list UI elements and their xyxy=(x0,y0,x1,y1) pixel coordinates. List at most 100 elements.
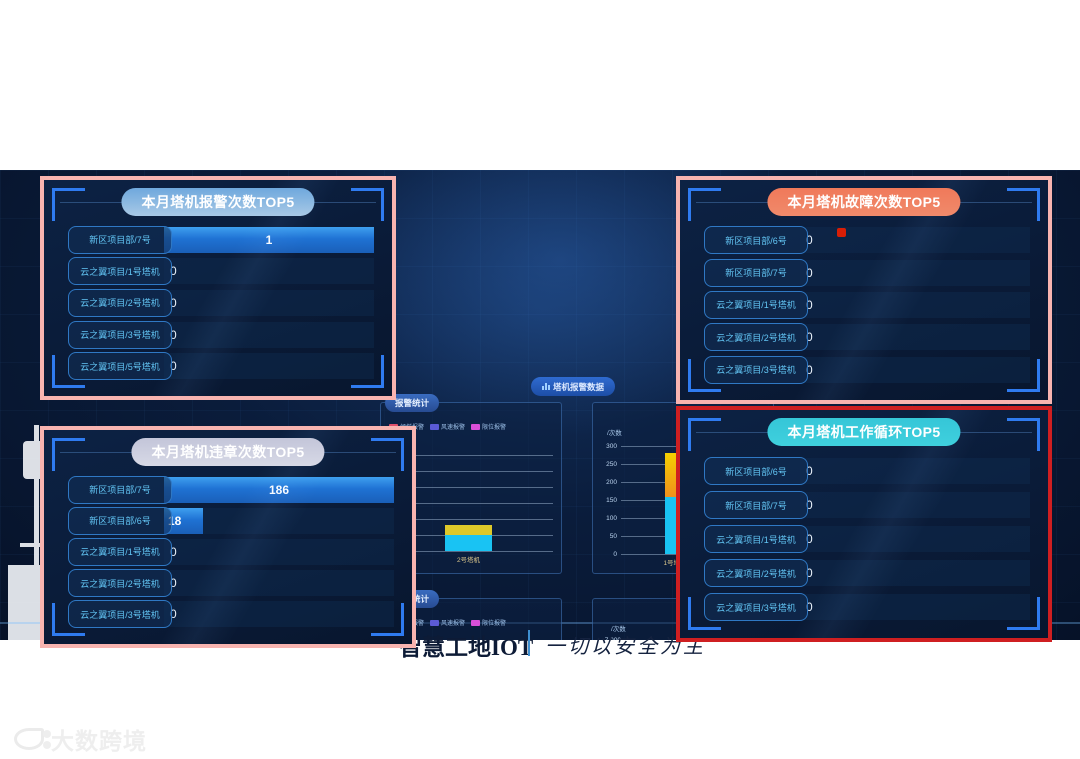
table-row[interactable]: 云之翼项目/2号塔机 0 xyxy=(64,568,394,599)
row-label: 云之翼项目/1号塔机 xyxy=(704,290,808,319)
corner-bracket-icon xyxy=(1007,188,1040,221)
y-tick: 150 xyxy=(606,497,617,504)
legend-label: 风速报警 xyxy=(441,621,466,627)
legend-item: 限位报警 xyxy=(471,422,506,431)
y-tick: 300 xyxy=(606,443,617,450)
panel-violation-top5[interactable]: 本月塔机违章次数TOP5 新区项目部/7号 186 新区项目部/6号 18 xyxy=(40,426,416,648)
row-label: 云之翼项目/5号塔机 xyxy=(68,352,172,381)
panel-fault-top5-title: 本月塔机故障次数TOP5 xyxy=(767,188,961,216)
panel-alarm-top5-rows: 新区项目部/7号 1 云之翼项目/1号塔机 0 云之翼项目/2号塔机 xyxy=(64,224,374,382)
bar-chart-icon xyxy=(541,383,550,390)
panel-workcycle-top5-body: 本月塔机工作循环TOP5 新区项目部/6号 0 新区项目部/7号 0 云之翼项目… xyxy=(680,410,1048,638)
row-label: 云之翼项目/3号塔机 xyxy=(704,593,808,621)
corner-bracket-icon xyxy=(688,418,721,451)
legend-item: 风速报警 xyxy=(430,618,465,627)
corner-bracket-icon xyxy=(52,188,85,221)
row-track: 1 xyxy=(164,226,374,253)
row-track: 0 xyxy=(164,570,394,597)
corner-bracket-icon xyxy=(52,438,85,471)
table-row[interactable]: 云之翼项目/3号塔机 0 xyxy=(700,590,1030,624)
watermark-text: 大数跨境 xyxy=(51,728,147,754)
row-label: 云之翼项目/2号塔机 xyxy=(704,559,808,587)
table-row[interactable]: 云之翼项目/3号塔机 0 xyxy=(700,354,1030,386)
table-row[interactable]: 新区项目部/6号 0 xyxy=(700,454,1030,488)
gridline xyxy=(391,519,553,520)
row-label: 新区项目部/6号 xyxy=(704,457,808,485)
panel-workcycle-top5-rows: 新区项目部/6号 0 新区项目部/7号 0 云之翼项目/1号塔机 0 xyxy=(700,454,1030,624)
row-track: 0 xyxy=(800,324,1030,351)
gridline xyxy=(391,487,553,488)
y-tick: 7,000 xyxy=(593,637,621,640)
bar-segment xyxy=(445,525,492,535)
row-label: 云之翼项目/1号塔机 xyxy=(68,537,172,566)
dashboard-footer-slogan: 一切以安全为主 xyxy=(545,636,706,658)
panel-alarm-top5[interactable]: 本月塔机报警次数TOP5 新区项目部/7号 1 云之翼项目/1号塔机 0 xyxy=(40,176,396,400)
row-label: 云之翼项目/2号塔机 xyxy=(68,288,172,317)
y-tick: 250 xyxy=(606,461,617,468)
y-tick: 0 xyxy=(613,551,617,558)
table-row[interactable]: 云之翼项目/3号塔机 0 xyxy=(64,599,394,630)
table-row[interactable]: 新区项目部/7号 0 xyxy=(700,256,1030,288)
table-row[interactable]: 云之翼项目/1号塔机 0 xyxy=(64,536,394,567)
row-bar: 186 xyxy=(164,476,394,503)
table-row[interactable]: 新区项目部/7号 0 xyxy=(700,488,1030,522)
row-label: 云之翼项目/2号塔机 xyxy=(704,323,808,352)
row-label: 新区项目部/7号 xyxy=(704,258,808,287)
row-track: 0 xyxy=(164,601,394,628)
legend-swatch xyxy=(471,423,481,430)
table-row[interactable]: 云之翼项目/3号塔机 0 xyxy=(64,319,374,351)
table-row[interactable]: 云之翼项目/1号塔机 0 xyxy=(64,256,374,288)
y-axis-unit: /次数 xyxy=(607,430,622,437)
corner-bracket-icon xyxy=(371,438,404,471)
y-tick: 200 xyxy=(606,479,617,486)
y-tick: 100 xyxy=(606,515,617,522)
table-row[interactable]: 云之翼项目/2号塔机 0 xyxy=(64,287,374,319)
watermark: 大数跨境 xyxy=(14,722,147,756)
gridline xyxy=(391,455,553,456)
panel-fault-top5[interactable]: 本月塔机故障次数TOP5 新区项目部/6号 0 新区项目部/7号 0 云之翼项目… xyxy=(676,176,1052,404)
table-row[interactable]: 云之翼项目/5号塔机 0 xyxy=(64,350,374,382)
slide-header: IOT项目工程模块--塔机大数据 锐格数字 REGE Digital xyxy=(0,100,1080,263)
table-row[interactable]: 新区项目部/6号 18 xyxy=(64,505,394,536)
corner-bracket-icon xyxy=(688,188,721,221)
row-label: 新区项目部/6号 xyxy=(68,506,172,535)
panel-alarm-top5-title: 本月塔机报警次数TOP5 xyxy=(121,188,315,216)
gridline xyxy=(391,471,553,472)
table-row[interactable]: 云之翼项目/2号塔机 0 xyxy=(700,556,1030,590)
row-track: 0 xyxy=(800,560,1030,586)
panel-workcycle-top5-title: 本月塔机工作循环TOP5 xyxy=(767,418,961,446)
row-label: 云之翼项目/3号塔机 xyxy=(68,320,172,349)
row-bar: 1 xyxy=(164,226,374,253)
table-row[interactable]: 云之翼项目/2号塔机 0 xyxy=(700,321,1030,353)
table-row[interactable]: 新区项目部/6号 0 xyxy=(700,224,1030,256)
row-track: 0 xyxy=(164,538,394,565)
silhouette-jib xyxy=(20,543,54,547)
table-row[interactable]: 云之翼项目/1号塔机 0 xyxy=(700,289,1030,321)
table-row[interactable]: 新区项目部/7号 1 xyxy=(64,224,374,256)
row-track: 0 xyxy=(164,289,374,316)
row-label: 云之翼项目/3号塔机 xyxy=(704,355,808,384)
corner-bracket-icon xyxy=(1007,597,1040,630)
row-track: 0 xyxy=(800,458,1030,484)
dashboard-footer-title: 智慧工地IOT xyxy=(399,635,534,660)
panel-fault-top5-rows: 新区项目部/6号 0 新区项目部/7号 0 云之翼项目/1号塔机 0 xyxy=(700,224,1030,386)
panel-workcycle-top5[interactable]: 本月塔机工作循环TOP5 新区项目部/6号 0 新区项目部/7号 0 云之翼项目… xyxy=(676,406,1052,642)
panel-violation-top5-title: 本月塔机违章次数TOP5 xyxy=(131,438,325,466)
dashboard-header-pill[interactable]: 塔机报警数据 xyxy=(531,377,615,396)
row-track: 0 xyxy=(164,258,374,285)
legend-swatch xyxy=(430,619,440,626)
bar-segment xyxy=(445,535,492,551)
gridline xyxy=(391,551,553,552)
table-row[interactable]: 云之翼项目/1号塔机 0 xyxy=(700,522,1030,556)
y-axis-unit: /次数 xyxy=(611,626,626,633)
row-label: 新区项目部/7号 xyxy=(68,225,172,254)
row-track: 0 xyxy=(800,594,1030,620)
legend-swatch xyxy=(430,423,440,430)
legend-label: 限位报警 xyxy=(482,621,507,627)
row-track: 0 xyxy=(164,353,374,380)
dashboard-footer-divider xyxy=(528,630,530,656)
row-track: 0 xyxy=(164,321,374,348)
x-axis-label: 2号塔机 xyxy=(456,557,481,564)
table-row[interactable]: 新区项目部/7号 186 xyxy=(64,474,394,505)
row-track: 0 xyxy=(800,259,1030,286)
